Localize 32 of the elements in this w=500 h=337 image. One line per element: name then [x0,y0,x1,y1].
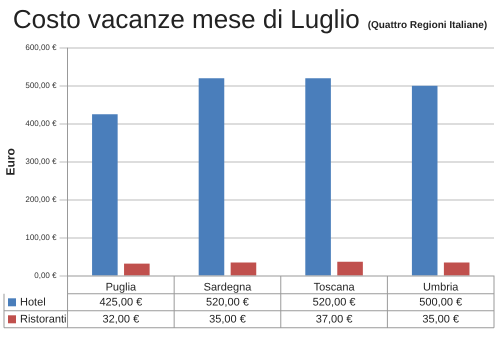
legend-label: Ristoranti [20,313,66,326]
chart-title: Costo vacanze mese di Luglio [12,4,360,35]
bar [92,114,118,276]
y-tick-label: 200,00 € [25,195,58,204]
bar [305,78,331,276]
bar [444,262,470,276]
y-tick-label: 100,00 € [25,233,58,242]
bar [230,262,256,276]
data-label: 425,00 € [99,296,142,308]
legend-label: Hotel [20,296,46,308]
data-label: 37,00 € [316,313,352,326]
y-tick-label: 300,00 € [25,157,58,166]
data-label: 500,00 € [419,296,462,308]
data-label: 520,00 € [206,296,249,308]
data-label: 35,00 € [422,313,460,326]
y-tick-label: 600,00 € [25,43,58,52]
y-tick-label: 400,00 € [25,119,58,128]
data-label: 35,00 € [209,313,246,326]
x-tick-label: Toscana [314,281,356,294]
bar [198,78,224,276]
x-tick-label: Umbria [422,281,460,294]
bar [412,86,438,276]
x-tick-label: Puglia [106,281,138,294]
bar [337,262,363,276]
chart-subtitle: (Quattro Regioni Italiane) [368,20,488,31]
y-tick-label: 0,00 € [34,271,58,280]
x-tick-label: Sardegna [204,281,252,294]
data-label: 520,00 € [312,296,356,308]
y-axis-title: Euro [4,148,18,176]
data-label: 32,00 € [102,313,140,326]
bar [124,264,150,276]
y-tick-label: 500,00 € [25,81,58,90]
